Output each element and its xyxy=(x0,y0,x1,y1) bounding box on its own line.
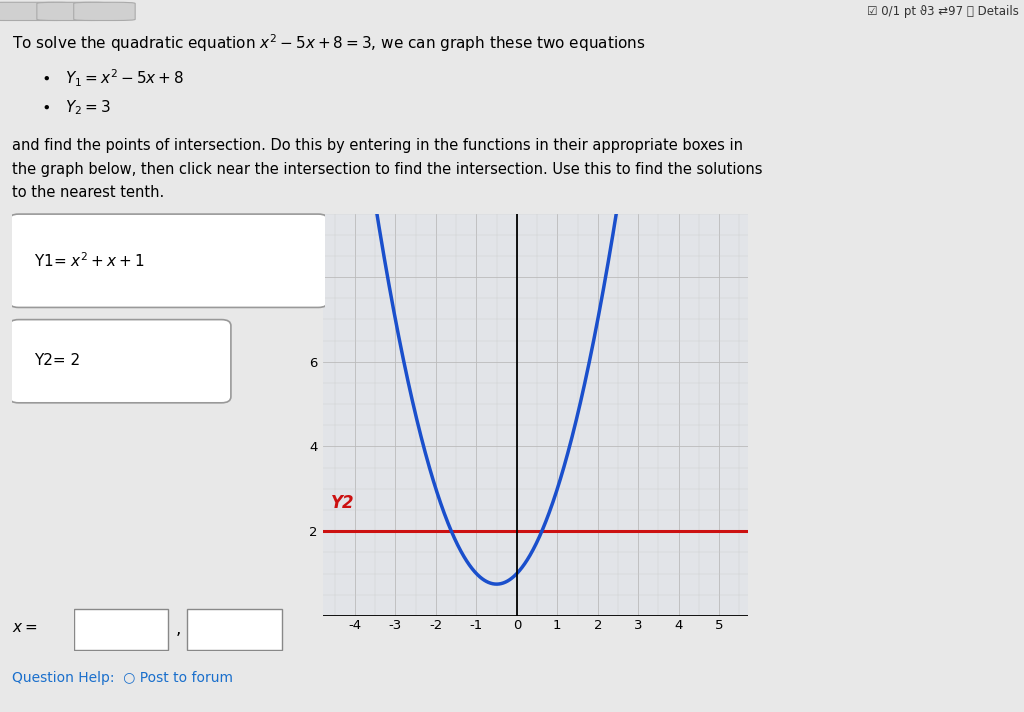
Text: Y1= $x^2 + x + 1$: Y1= $x^2 + x + 1$ xyxy=(34,251,144,270)
FancyBboxPatch shape xyxy=(74,2,135,21)
Text: To solve the quadratic equation $x^2 - 5x + 8 = 3$, we can graph these two equat: To solve the quadratic equation $x^2 - 5… xyxy=(12,32,646,53)
FancyBboxPatch shape xyxy=(9,214,328,308)
Text: the graph below, then click near the intersection to find the intersection. Use : the graph below, then click near the int… xyxy=(12,162,763,177)
Text: ☑ 0/1 pt ϑ3 ⇄97 ⓘ Details: ☑ 0/1 pt ϑ3 ⇄97 ⓘ Details xyxy=(867,5,1019,18)
Text: Question Help:  ○ Post to forum: Question Help: ○ Post to forum xyxy=(12,671,233,685)
Text: Y2= 2: Y2= 2 xyxy=(34,352,80,367)
Text: and find the points of intersection. Do this by entering in the functions in the: and find the points of intersection. Do … xyxy=(12,138,743,153)
Text: $\bullet$   $Y_1 = x^2 - 5x + 8$: $\bullet$ $Y_1 = x^2 - 5x + 8$ xyxy=(41,68,184,89)
FancyBboxPatch shape xyxy=(0,2,74,21)
FancyBboxPatch shape xyxy=(187,609,282,650)
FancyBboxPatch shape xyxy=(9,320,231,403)
Text: ,: , xyxy=(176,620,181,639)
Text: $\bullet$   $Y_2 = 3$: $\bullet$ $Y_2 = 3$ xyxy=(41,98,111,117)
Text: Y2: Y2 xyxy=(331,494,354,512)
FancyBboxPatch shape xyxy=(74,609,168,650)
Text: $x =$: $x =$ xyxy=(12,620,38,636)
Text: to the nearest tenth.: to the nearest tenth. xyxy=(12,185,165,200)
FancyBboxPatch shape xyxy=(37,2,111,21)
